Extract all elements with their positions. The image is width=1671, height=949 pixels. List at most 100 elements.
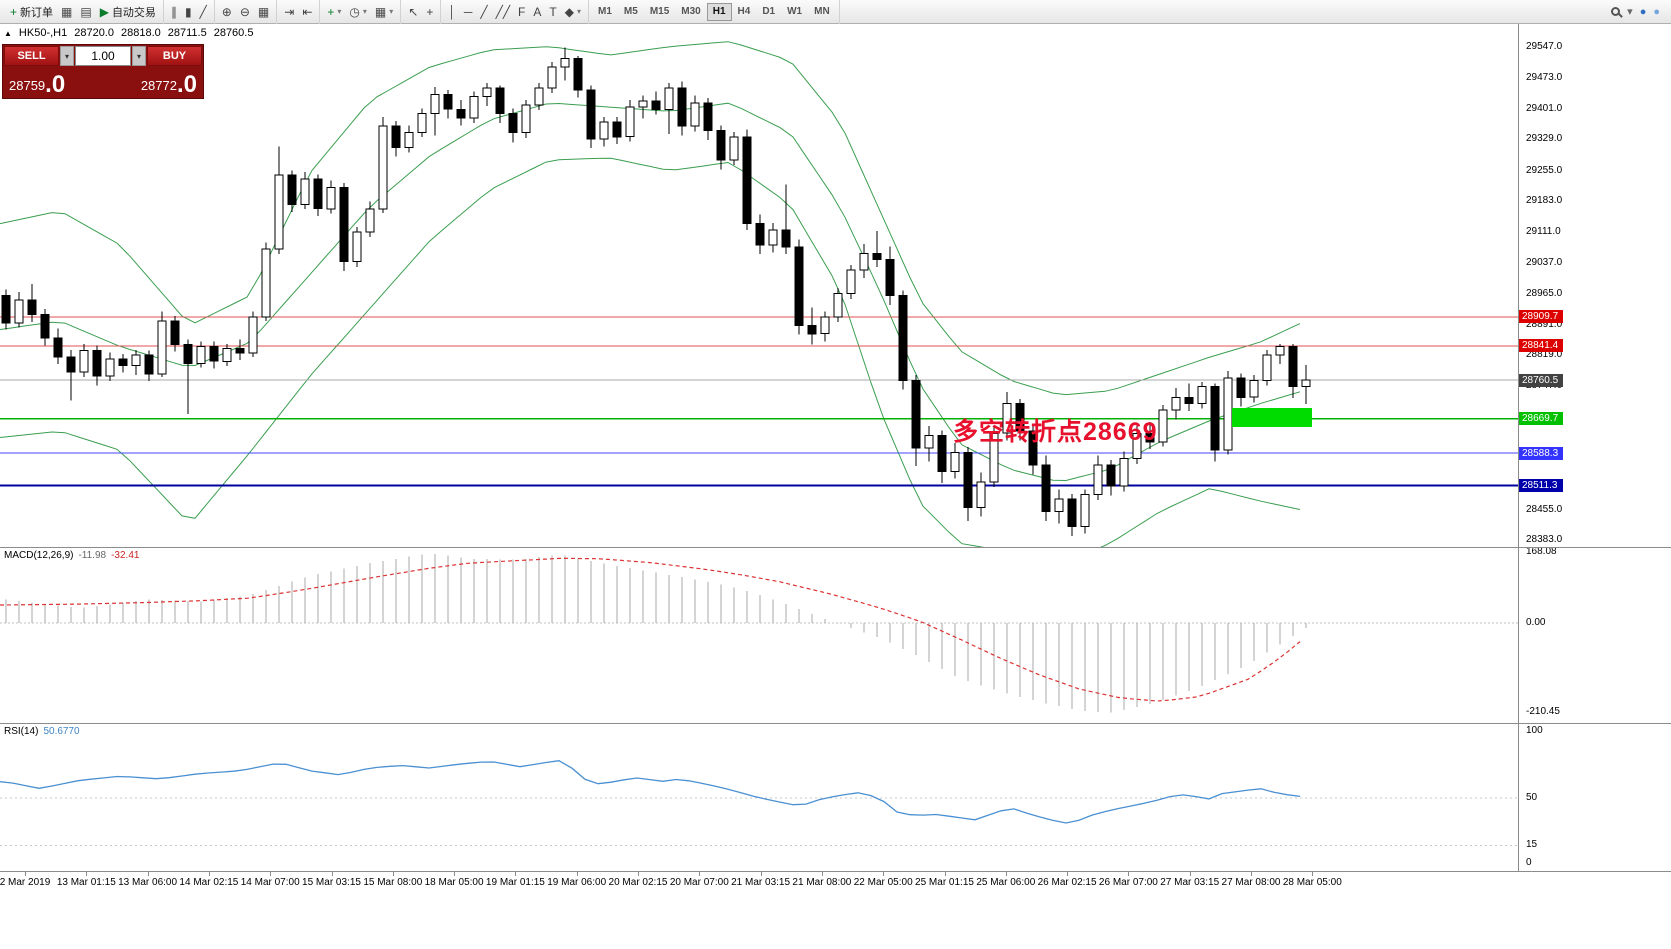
help-icon[interactable]: ● [1653,5,1660,18]
auto-trading-icon: ▶ [99,4,109,19]
candle-body [1249,379,1259,398]
price-tag: 28760.5 [1519,373,1563,387]
collapse-arrow-icon[interactable]: ▲ [4,28,12,38]
time-tick [331,872,333,876]
periods-icon: ◷ [349,4,360,19]
time-axis[interactable]: 2 Mar 2019 13 Mar 01:15 13 Mar 06:00 14 Mar… [0,871,1671,895]
templates-button[interactable]: ▦ ▾ [371,2,397,22]
price-axis[interactable]: 29547.0 29473.0 29401.0 29329.0 29255.0 29183… [1518,24,1671,871]
timeframe-w1-button[interactable]: W1 [787,6,803,17]
candle-body [326,187,336,210]
horizontal-line-button[interactable]: ─ [460,2,477,22]
rsi-panel-canvas[interactable] [0,723,1518,871]
macd-panel-canvas[interactable] [0,547,1518,723]
price-axis-label: 29111.0 [1526,225,1561,237]
sell-price: 28759 .0 [9,71,66,98]
sell-button[interactable]: SELL [4,46,59,66]
metaquotes-community-icon[interactable]: ● [1639,5,1647,18]
candle-body [859,252,869,271]
indicators-dropdown-icon[interactable]: ▾ [337,7,342,16]
timeframe-m1-button[interactable]: M1 [598,6,612,17]
candle-body [755,223,765,246]
timeframe-mn-button[interactable]: MN [814,6,830,17]
time-label: 18 Mar 05:00 [424,877,484,888]
zoom-out-button[interactable]: ⊖ [236,2,254,22]
sell-price-frac: .0 [45,71,66,98]
tile-windows-button[interactable]: ▦ [254,2,273,22]
panel-separator[interactable] [0,723,1671,724]
toolbar-right: ▾ ● ● [1611,5,1668,18]
candle-body [573,57,583,91]
periods-button[interactable]: ◷ ▾ [345,2,371,22]
macd-scale-label: -210.45 [1526,706,1560,717]
one-click-trading-panel: SELL ▾ ▾ BUY 28759 .0 28772 .0 [2,44,204,99]
volume-dropdown-icon[interactable]: ▾ [132,46,146,66]
panel-separator[interactable] [0,547,1671,548]
timeframe-m30-button[interactable]: M30 [681,6,701,17]
zoom-out-icon: ⊖ [239,4,250,19]
chart-windows-button[interactable]: ▦ [57,2,76,22]
time-label: 27 Mar 03:15 [1160,877,1220,888]
price-axis-label: 28455.0 [1526,503,1563,515]
market-watch-button[interactable]: ▤ [76,2,95,22]
candle-body [1288,345,1298,388]
toolbar-group: ⇥ ⇤ [277,0,321,24]
candle-body [1262,354,1272,381]
search-dropdown-icon[interactable]: ▾ [1627,6,1633,18]
timeframe-h4-button[interactable]: H4 [737,6,751,17]
candle-body [443,93,453,110]
candle-body [183,343,193,364]
buy-button[interactable]: BUY [147,46,202,66]
auto-scroll-button[interactable]: ⇥ [280,2,298,22]
shapes-button[interactable]: ◆ ▾ [561,2,585,22]
candle-body [196,345,206,364]
toolbar-group: ↖ + [401,0,442,24]
rsi-scale-label: 0 [1526,857,1532,868]
candle-body [1,295,11,324]
candlestick-chart-type-button[interactable]: ▮ [181,2,196,22]
buy-price-frac: .0 [176,71,197,98]
crosshair-button[interactable]: + [422,2,437,22]
highlight-rect[interactable] [1232,408,1312,427]
chart-shift-button[interactable]: ⇤ [298,2,316,22]
new-order-button[interactable]: + 新订单 [6,2,57,22]
candle-body [625,106,635,138]
timeframe-d1-button[interactable]: D1 [762,6,776,17]
candle-body [729,136,739,161]
periods-dropdown-icon[interactable]: ▾ [362,7,367,16]
new-order-icon: + [10,4,18,19]
volume-input[interactable] [75,46,131,66]
bar-chart-type-button[interactable]: ∥ [167,2,181,22]
timeframe-m5-button[interactable]: M5 [623,6,638,17]
candle-body [1132,432,1142,460]
time-label: 15 Mar 03:15 [302,877,361,888]
time-tick [1189,872,1191,876]
search-icon[interactable] [1611,7,1621,16]
timeframe-h1-button[interactable]: H1 [706,2,732,21]
text-label-button[interactable]: T [545,2,560,22]
candle-body [105,358,115,377]
vertical-line-button[interactable]: │ [444,2,460,22]
chart-annotation-text[interactable]: 多空转折点28669 [953,418,1158,446]
shapes-dropdown-icon[interactable]: ▾ [576,7,581,16]
candle-body [911,379,921,449]
cursor-button[interactable]: ↖ [404,2,422,22]
toolbar-group: ∥ ▮ ╱ [164,0,215,24]
equidistant-channel-button[interactable]: ╱╱ [492,2,514,22]
line-chart-type-button[interactable]: ╱ [196,2,211,22]
auto-trading-button[interactable]: ▶ 自动交易 [96,2,160,22]
price-axis-label: 28383.0 [1526,534,1563,545]
price-chart-canvas[interactable] [0,24,1518,547]
trendline-button[interactable]: ╱ [476,2,491,22]
sell-options-dropdown-icon[interactable]: ▾ [60,46,74,66]
text-button[interactable]: A [529,2,545,22]
time-label: 14 Mar 07:00 [240,877,300,888]
candle-body [1223,377,1233,451]
candle-body [1028,430,1038,466]
indicators-button[interactable]: + ▾ [323,2,345,22]
candle-body [1171,396,1181,411]
zoom-in-button[interactable]: ⊕ [218,2,236,22]
templates-dropdown-icon[interactable]: ▾ [389,7,394,16]
fibonacci-button[interactable]: F [514,2,529,22]
timeframe-m15-button[interactable]: M15 [649,6,670,17]
